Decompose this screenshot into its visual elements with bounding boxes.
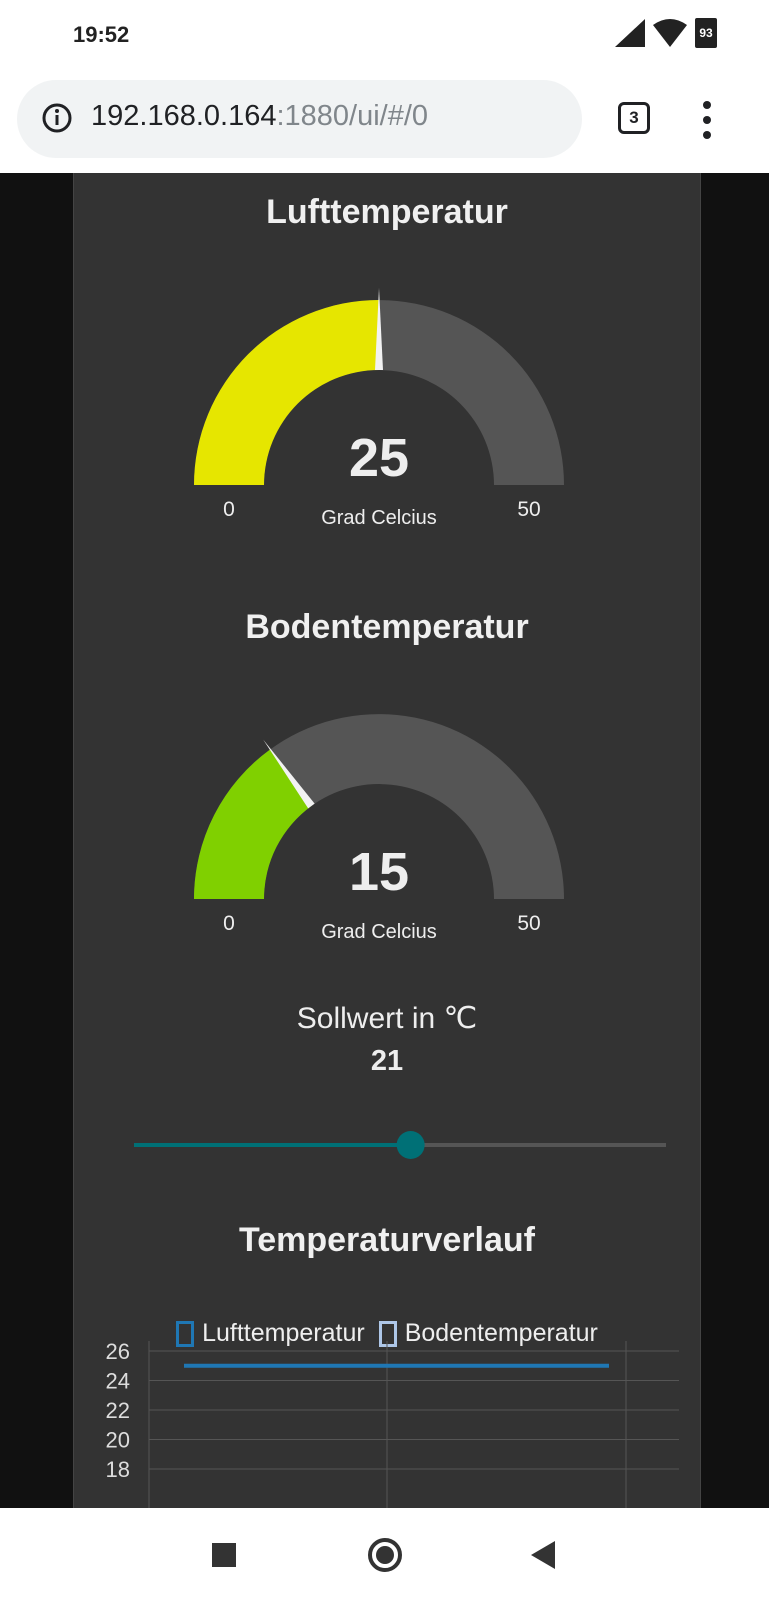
dashboard-card: Lufttemperatur 25 Grad Celcius 0 50 Bode…	[73, 173, 701, 1508]
temperature-chart: 26 24 22 20 18	[106, 1341, 679, 1508]
y-tick-label: 26	[106, 1341, 130, 1364]
home-icon[interactable]	[366, 1536, 404, 1574]
air-gauge-title: Lufttemperatur	[266, 193, 508, 231]
legend-swatch	[176, 1320, 195, 1347]
chart-title: Temperaturverlauf	[238, 1221, 536, 1259]
gauge-track	[194, 714, 564, 899]
gauge-needle	[263, 739, 315, 809]
status-icons: 93	[615, 18, 717, 48]
address-bar[interactable]: 192.168.0.164:1880/ui/#/0	[17, 80, 582, 158]
legend-label: Bodentemperatur	[404, 1319, 598, 1347]
gauge-min-label: 0	[223, 498, 235, 521]
url-path: :1880/ui/#/0	[276, 100, 429, 132]
legend-label: Lufttemperatur	[202, 1319, 365, 1347]
gauge-value: 15	[349, 842, 409, 902]
browser-toolbar: 192.168.0.164:1880/ui/#/0 3	[0, 70, 769, 173]
gauge-needle	[375, 288, 383, 370]
navigation-bar	[0, 1508, 769, 1600]
gauge-fill	[194, 749, 312, 899]
slider-thumb[interactable]	[396, 1131, 425, 1159]
tab-switcher-button[interactable]: 3	[618, 102, 650, 134]
status-bar: 19:52 93	[0, 0, 769, 70]
wifi-icon	[653, 19, 687, 47]
legend-item-air[interactable]: Lufttemperatur	[176, 1319, 365, 1348]
y-tick-label: 24	[106, 1369, 130, 1394]
legend-swatch	[378, 1320, 397, 1347]
clock: 19:52	[73, 22, 130, 47]
y-tick-label: 18	[106, 1457, 130, 1482]
gauge-max-label: 50	[517, 912, 540, 935]
back-icon[interactable]	[531, 1541, 555, 1569]
soil-temperature-gauge: 15 Grad Celcius 0 50	[194, 714, 564, 943]
gauge-unit: Grad Celcius	[321, 507, 437, 529]
more-menu-icon[interactable]	[700, 100, 714, 140]
y-tick-label: 20	[106, 1428, 130, 1453]
slider-label: Sollwert in ℃	[296, 1002, 478, 1035]
gauge-fill	[194, 300, 379, 485]
recents-icon[interactable]	[212, 1543, 236, 1567]
soil-gauge-title: Bodentemperatur	[245, 608, 529, 646]
gauge-min-label: 0	[223, 912, 235, 935]
gauge-value: 25	[349, 428, 409, 488]
setpoint-slider[interactable]	[134, 1125, 666, 1165]
legend-item-soil[interactable]: Bodentemperatur	[378, 1319, 598, 1348]
gauge-unit: Grad Celcius	[321, 921, 437, 943]
chart-legend: Lufttemperatur Bodentemperatur	[74, 1319, 700, 1348]
slider-value: 21	[370, 1045, 404, 1077]
url-host: 192.168.0.164	[91, 100, 277, 132]
gauge-max-label: 50	[517, 498, 540, 521]
url-text[interactable]: 192.168.0.164:1880/ui/#/0	[91, 100, 428, 133]
y-tick-label: 22	[106, 1398, 130, 1423]
battery-icon: 93	[695, 18, 717, 48]
air-temperature-gauge: 25 Grad Celcius 0 50	[194, 288, 564, 529]
info-icon[interactable]	[41, 102, 73, 134]
cell-signal-icon	[615, 19, 645, 47]
dashboard-page: Lufttemperatur 25 Grad Celcius 0 50 Bode…	[0, 173, 769, 1508]
